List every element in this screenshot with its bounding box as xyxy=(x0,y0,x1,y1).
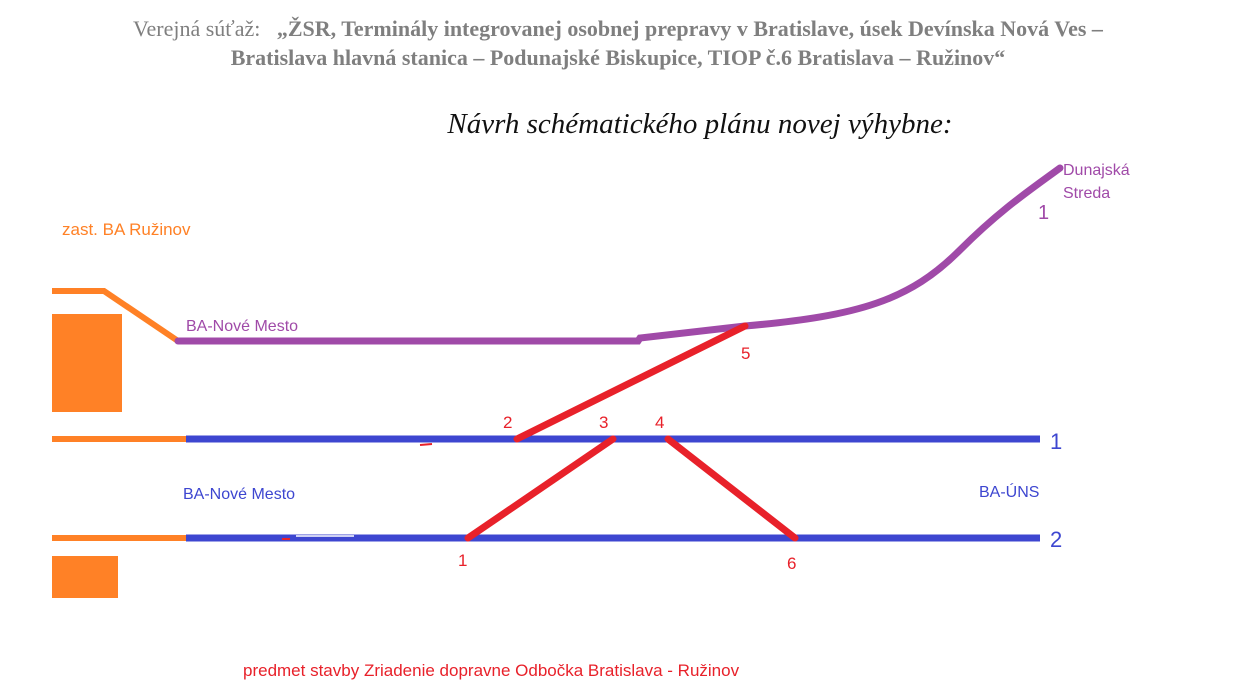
orange-track-upper xyxy=(52,288,180,344)
label-purple-track-no: 1 xyxy=(1038,202,1049,224)
label-zastavka: zast. BA Ružinov xyxy=(62,220,191,239)
diagram-subtitle: Návrh schématického plánu novej výhybne: xyxy=(447,108,953,140)
crossover-4-6 xyxy=(664,435,799,542)
header-title-line-1: „ŽSR, Terminály integrovanej osobnej pre… xyxy=(276,16,1103,41)
crossover-2-5 xyxy=(513,322,749,443)
switch-label-4: 4 xyxy=(655,413,664,432)
switch-label-1: 1 xyxy=(458,551,467,570)
switch-label-5: 5 xyxy=(741,344,750,363)
tender-header: Verejná súťaž: „ŽSR, Terminály integrova… xyxy=(0,14,1236,72)
purple-track xyxy=(174,164,1064,345)
label-nove-mesto-purple: BA-Nové Mesto xyxy=(186,318,298,335)
label-track-2: 2 xyxy=(1050,527,1062,552)
label-ba-uns: BA-ÚNS xyxy=(979,482,1039,501)
header-line-1: Verejná súťaž: „ŽSR, Terminály integrova… xyxy=(0,14,1236,43)
switch-label-6: 6 xyxy=(787,554,796,573)
switch-label-3: 3 xyxy=(599,413,608,432)
platform-upper xyxy=(52,314,122,412)
switch-label-2: 2 xyxy=(503,413,512,432)
header-prefix: Verejná súťaž: xyxy=(133,16,261,41)
header-title-line-2: Bratislava hlavná stanica – Podunajské B… xyxy=(230,45,1006,70)
label-track-1: 1 xyxy=(1050,429,1062,454)
crossover-1-3 xyxy=(464,435,617,542)
label-dunajska-2: Streda xyxy=(1063,185,1110,202)
footer-note: predmet stavby Zriadenie dopravne Odbočk… xyxy=(243,661,740,680)
label-nove-mesto-blue: BA-Nové Mesto xyxy=(183,486,295,503)
red-tick-1 xyxy=(419,443,433,446)
platform-lower xyxy=(52,556,118,598)
label-dunajska-1: Dunajská xyxy=(1063,162,1130,179)
